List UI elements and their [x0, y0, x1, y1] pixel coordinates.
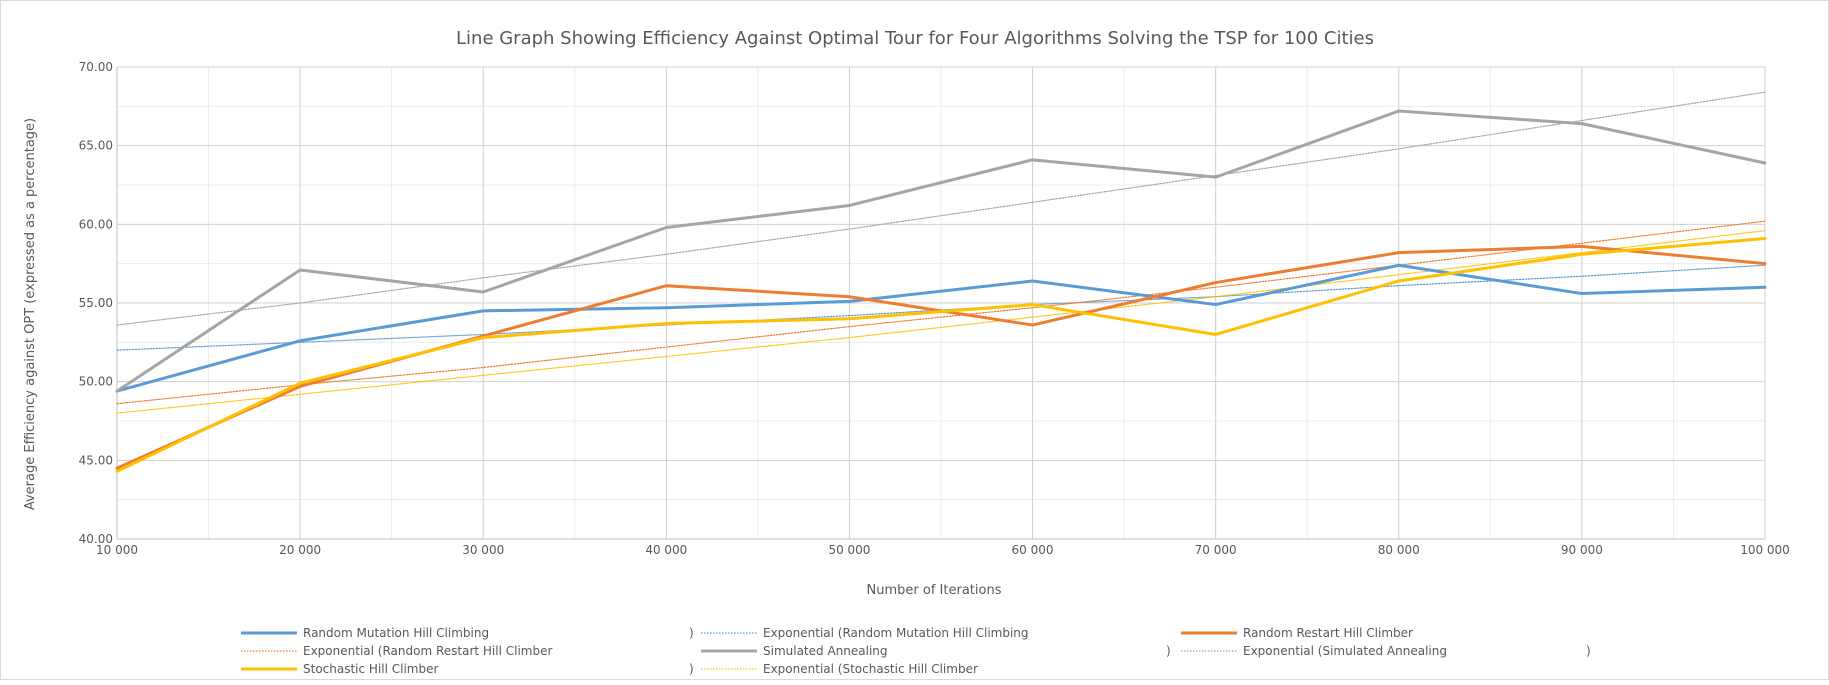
- legend: Random Mutation Hill Climbing Exponential…: [241, 626, 1591, 676]
- y-axis-tick-labels: 40.00 45.00 50.00 55.00 60.00 65.00 70.00: [79, 60, 113, 546]
- legend-label: Simulated Annealing: [763, 644, 888, 658]
- x-tick-label: 40 000: [645, 543, 687, 557]
- legend-label: Exponential (Stochastic Hill Climber: [763, 662, 978, 676]
- y-tick-label: 40.00: [79, 532, 113, 546]
- legend-label-suffix: ): [689, 626, 694, 640]
- x-tick-label: 100 000: [1740, 543, 1790, 557]
- chart-title: Line Graph Showing Efficiency Against Op…: [456, 28, 1374, 49]
- x-axis-label: Number of Iterations: [867, 583, 1002, 598]
- y-tick-label: 45.00: [79, 453, 113, 467]
- x-axis-tick-labels: 10 000 20 000 30 000 40 000 50 000 60 000 70 0…: [96, 543, 1790, 557]
- y-axis-label: Average Efficiency against OPT (expresse…: [23, 118, 38, 510]
- legend-label: Exponential (Random Restart Hill Climber: [303, 644, 552, 658]
- series-line-random-mutation-hill-climbing: [115, 263, 1767, 393]
- y-tick-label: 50.00: [79, 375, 113, 389]
- x-tick-label: 50 000: [828, 543, 870, 557]
- x-tick-label: 60 000: [1012, 543, 1054, 557]
- major-gridlines: [116, 66, 1766, 540]
- y-tick-label: 60.00: [79, 217, 113, 231]
- axis-lines: [116, 67, 1765, 540]
- series-line-exponential-simulated-annealing: [116, 91, 1766, 326]
- x-tick-label: 10 000: [96, 543, 138, 557]
- series-line-exponential-stochastic-hill-climber: [116, 230, 1766, 414]
- legend-label-suffix: ): [1166, 644, 1171, 658]
- y-tick-label: 70.00: [79, 60, 113, 74]
- series-lines: [115, 91, 1767, 473]
- legend-label: Random Mutation Hill Climbing: [303, 626, 489, 640]
- y-tick-label: 65.00: [79, 139, 113, 153]
- x-tick-label: 30 000: [462, 543, 504, 557]
- legend-label: Stochastic Hill Climber: [303, 662, 439, 676]
- series-line-stochastic-hill-climber: [115, 236, 1767, 473]
- x-tick-label: 90 000: [1561, 543, 1603, 557]
- legend-label-suffix: ): [689, 662, 694, 676]
- series-line-exponential-random-restart-hill-climber: [116, 220, 1766, 405]
- y-tick-label: 55.00: [79, 296, 113, 310]
- legend-label: Exponential (Random Mutation Hill Climbi…: [763, 626, 1029, 640]
- x-tick-label: 80 000: [1378, 543, 1420, 557]
- legend-label: Random Restart Hill Climber: [1243, 626, 1413, 640]
- x-tick-label: 20 000: [279, 543, 321, 557]
- x-tick-label: 70 000: [1195, 543, 1237, 557]
- legend-label-suffix: ): [1586, 644, 1591, 658]
- series-line-simulated-annealing: [115, 109, 1767, 393]
- legend-label: Exponential (Simulated Annealing: [1243, 644, 1447, 658]
